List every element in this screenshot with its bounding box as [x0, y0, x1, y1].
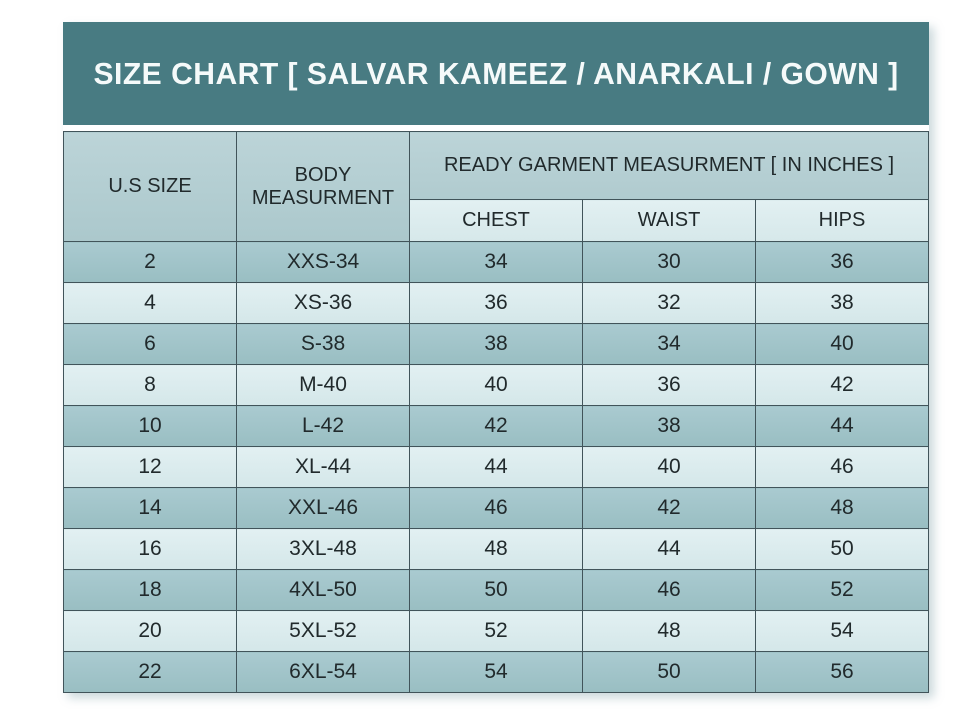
table-cell: 16: [63, 528, 237, 570]
table-cell: 50: [409, 569, 583, 611]
title-table-divider: [63, 125, 929, 131]
table-cell: 48: [755, 487, 929, 529]
table-cell: 12: [63, 446, 237, 488]
table-cell: XS-36: [236, 282, 410, 324]
table-cell: 10: [63, 405, 237, 447]
table-cell: XL-44: [236, 446, 410, 488]
table-header: U.S SIZE BODY MEASURMENT READY GARMENT M…: [63, 131, 929, 242]
table-row: 16 3XL-48 48 44 50: [63, 528, 929, 570]
table-cell: 54: [755, 610, 929, 652]
table-row: 12 XL-44 44 40 46: [63, 446, 929, 488]
table-cell: M-40: [236, 364, 410, 406]
table-cell: 38: [755, 282, 929, 324]
table-cell: 38: [409, 323, 583, 365]
table-cell: 32: [582, 282, 756, 324]
table-cell: 50: [755, 528, 929, 570]
table-row: 22 6XL-54 54 50 56: [63, 651, 929, 693]
table-row: 2 XXS-34 34 30 36: [63, 241, 929, 283]
column-header-waist: WAIST: [582, 199, 756, 242]
table-cell: 40: [409, 364, 583, 406]
table-cell: 46: [582, 569, 756, 611]
table-cell: 44: [582, 528, 756, 570]
table-cell: 36: [582, 364, 756, 406]
table-row: 18 4XL-50 50 46 52: [63, 569, 929, 611]
column-header-hips: HIPS: [755, 199, 929, 242]
table-cell: 52: [755, 569, 929, 611]
table-cell: 52: [409, 610, 583, 652]
table-cell: 44: [409, 446, 583, 488]
table-cell: 14: [63, 487, 237, 529]
table-cell: 44: [755, 405, 929, 447]
table-cell: 36: [755, 241, 929, 283]
table-row: 4 XS-36 36 32 38: [63, 282, 929, 324]
table-row: 14 XXL-46 46 42 48: [63, 487, 929, 529]
column-header-chest: CHEST: [409, 199, 583, 242]
column-header-us-size: U.S SIZE: [63, 131, 237, 242]
table-cell: 40: [582, 446, 756, 488]
table-row: 10 L-42 42 38 44: [63, 405, 929, 447]
table-cell: 36: [409, 282, 583, 324]
table-cell: 34: [582, 323, 756, 365]
table-cell: S-38: [236, 323, 410, 365]
table-cell: 3XL-48: [236, 528, 410, 570]
table-cell: 40: [755, 323, 929, 365]
column-header-body-measurement: BODY MEASURMENT: [236, 131, 410, 242]
table-cell: 56: [755, 651, 929, 693]
table-cell: 34: [409, 241, 583, 283]
table-cell: L-42: [236, 405, 410, 447]
table-cell: XXS-34: [236, 241, 410, 283]
table-cell: 30: [582, 241, 756, 283]
header-row-sub: CHEST WAIST HIPS: [64, 199, 929, 242]
table-cell: 6XL-54: [236, 651, 410, 693]
table-cell: 42: [755, 364, 929, 406]
table-cell: XXL-46: [236, 487, 410, 529]
size-chart-sheet: SIZE CHART [ SALVAR KAMEEZ / ANARKALI / …: [63, 22, 929, 693]
table-cell: 6: [63, 323, 237, 365]
table-cell: 50: [582, 651, 756, 693]
column-group-header-ready-garment: READY GARMENT MEASURMENT [ IN INCHES ]: [409, 131, 929, 200]
table-row: 6 S-38 38 34 40: [63, 323, 929, 365]
table-row: 20 5XL-52 52 48 54: [63, 610, 929, 652]
table-cell: 48: [582, 610, 756, 652]
table-cell: 48: [409, 528, 583, 570]
table-cell: 42: [409, 405, 583, 447]
table-cell: 8: [63, 364, 237, 406]
header-row-main: U.S SIZE BODY MEASURMENT READY GARMENT M…: [63, 131, 929, 242]
table-cell: 42: [582, 487, 756, 529]
table-cell: 54: [409, 651, 583, 693]
table-row: 8 M-40 40 36 42: [63, 364, 929, 406]
table-cell: 38: [582, 405, 756, 447]
page-title: SIZE CHART [ SALVAR KAMEEZ / ANARKALI / …: [93, 55, 899, 91]
size-chart-table: U.S SIZE BODY MEASURMENT READY GARMENT M…: [63, 131, 929, 693]
table-cell: 2: [63, 241, 237, 283]
table-cell: 18: [63, 569, 237, 611]
size-table-body: 2 XXS-34 34 30 36 4 XS-36 36 32 38 6 S-38 38 34 40 8 M-4…: [63, 241, 929, 693]
table-cell: 20: [63, 610, 237, 652]
table-cell: 4XL-50: [236, 569, 410, 611]
table-cell: 46: [409, 487, 583, 529]
table-cell: 5XL-52: [236, 610, 410, 652]
table-cell: 4: [63, 282, 237, 324]
table-cell: 46: [755, 446, 929, 488]
table-cell: 22: [63, 651, 237, 693]
title-bar: SIZE CHART [ SALVAR KAMEEZ / ANARKALI / …: [63, 22, 929, 125]
